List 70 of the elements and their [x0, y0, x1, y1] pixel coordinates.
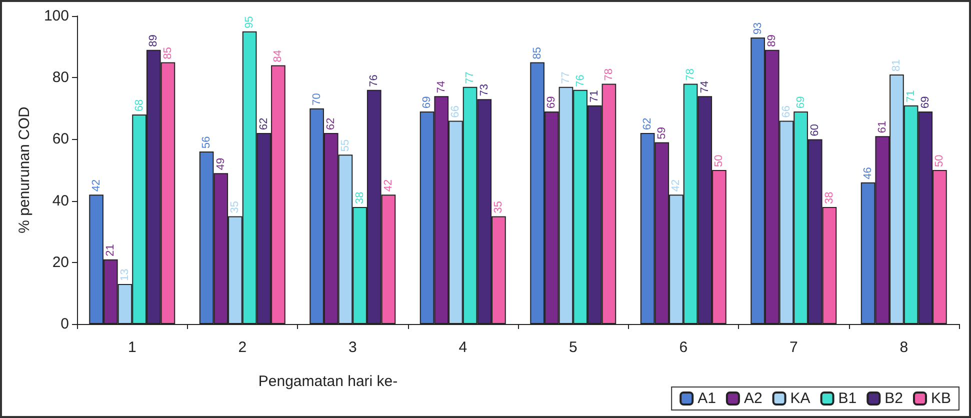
data-label: 55 [339, 139, 352, 152]
data-label: 69 [919, 96, 932, 108]
data-label: 62 [258, 118, 270, 130]
y-tick-label: 0 [60, 316, 69, 332]
x-tick-label: 7 [789, 339, 798, 356]
data-label: 71 [905, 90, 918, 102]
data-label: 66 [780, 105, 792, 118]
data-label: 85 [531, 46, 544, 60]
data-label: 68 [133, 99, 146, 112]
data-label: 35 [492, 200, 505, 214]
data-label: 56 [200, 136, 213, 149]
data-label: 61 [876, 120, 888, 134]
data-label: 69 [794, 96, 807, 108]
data-label: 59 [656, 127, 668, 140]
data-label: 42 [670, 179, 682, 192]
x-tick-label: 1 [128, 339, 136, 356]
data-label: 60 [809, 124, 822, 136]
data-label: 42 [382, 179, 394, 192]
legend-label: KB [930, 390, 952, 407]
data-label: 78 [684, 68, 697, 81]
data-label: 46 [862, 167, 874, 180]
data-label: 85 [162, 46, 174, 60]
data-label: 77 [464, 72, 476, 84]
data-label: 62 [642, 118, 654, 130]
data-label: 62 [325, 118, 338, 130]
y-tick-label: 100 [44, 8, 69, 24]
data-label: 69 [546, 96, 558, 108]
y-tick-label: 80 [52, 69, 69, 86]
data-label: 66 [450, 105, 462, 118]
y-tick-label: 20 [52, 254, 69, 271]
legend-label: KA [790, 390, 810, 407]
data-label: 35 [229, 200, 242, 214]
legend-label: B1 [838, 390, 857, 407]
data-label: 93 [752, 22, 764, 35]
data-label: 76 [574, 74, 586, 87]
x-tick-label: 4 [458, 339, 468, 356]
legend-label: A2 [744, 390, 762, 407]
data-label: 21 [104, 244, 117, 256]
data-label: 69 [421, 96, 434, 108]
x-tick-label: 8 [900, 339, 908, 356]
x-tick-label: 2 [238, 339, 247, 356]
data-label: 84 [272, 50, 284, 62]
data-label: 74 [435, 80, 448, 94]
data-label: 77 [560, 72, 572, 84]
data-label: 38 [354, 192, 366, 204]
data-label: 13 [118, 268, 131, 281]
data-label: 74 [698, 80, 711, 94]
x-tick-label: 3 [348, 339, 357, 356]
data-label: 81 [890, 59, 903, 72]
legend-label: B2 [884, 390, 904, 407]
legend-label: A1 [698, 390, 716, 407]
y-tick-label: 40 [52, 192, 69, 210]
data-label: 70 [310, 93, 323, 106]
data-label: 73 [478, 84, 490, 96]
data-label: 95 [244, 16, 256, 28]
y-axis-title: % penurunan COD [16, 106, 33, 234]
data-label: 42 [90, 179, 102, 192]
data-label: 38 [823, 192, 836, 204]
x-axis-title: Pengamatan hari ke- [258, 373, 398, 390]
data-label: 89 [766, 34, 778, 47]
data-label: 49 [214, 158, 227, 170]
data-label: 76 [368, 74, 380, 87]
data-label: 50 [934, 154, 946, 167]
data-label: 78 [602, 68, 615, 81]
x-tick-label: 5 [568, 339, 578, 356]
data-label: 89 [148, 34, 160, 47]
y-tick-label: 60 [52, 130, 69, 148]
data-label: 71 [588, 90, 601, 102]
x-tick-label: 6 [679, 339, 688, 356]
data-label: 50 [713, 154, 726, 167]
